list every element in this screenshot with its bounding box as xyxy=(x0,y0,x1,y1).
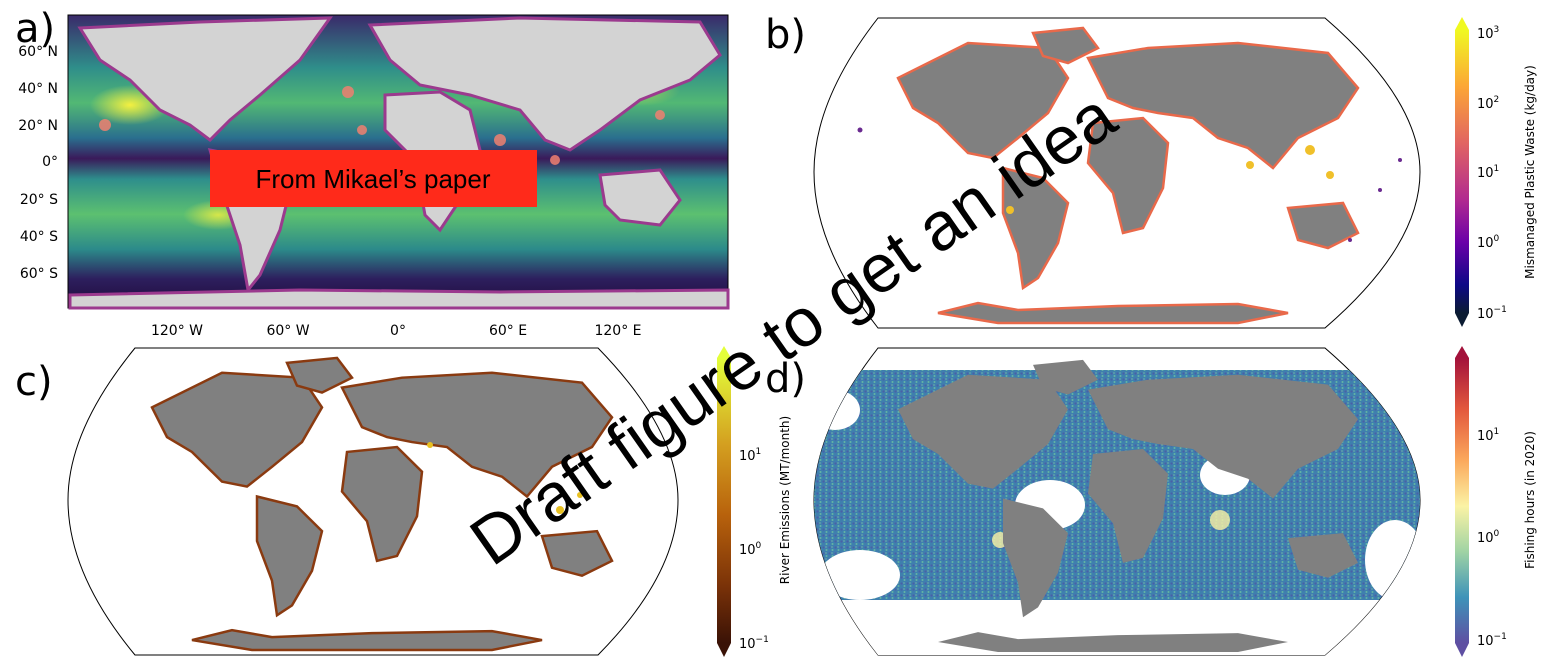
colorbar-d-tick: 10−1 xyxy=(1477,632,1507,649)
panel-d-data xyxy=(814,359,1420,655)
colorbar-c-tick: 100 xyxy=(739,541,762,558)
panel-c-letter: c) xyxy=(15,359,53,405)
colorbar-b-label: Mismanaged Plastic Waste (kg/day) xyxy=(1523,65,1537,279)
lat-tick: 20° N xyxy=(18,118,58,134)
colorbar-b: 103 102 101 100 10−1 Mismanaged Plastic … xyxy=(1455,17,1537,327)
panel-d-letter: d) xyxy=(765,356,806,402)
panel-a-overlay-box xyxy=(210,150,537,207)
lat-tick: 60° N xyxy=(18,44,58,60)
panel-c-land xyxy=(150,356,614,652)
panel-b-letter: b) xyxy=(765,12,806,58)
lon-tick: 60° W xyxy=(266,323,309,339)
panel-b: b) 103 102 101 100 10−1 Mismanaged Plast… xyxy=(765,12,1537,329)
colorbar-c-tick: 10−1 xyxy=(739,635,769,652)
lon-tick: 120° E xyxy=(594,323,641,339)
colorbar-c: 101 100 10−1 River Emissions (MT/month) xyxy=(717,346,792,657)
panel-a-overlay-text: From Mikael’s paper xyxy=(255,164,490,194)
lat-tick: 40° N xyxy=(18,81,58,97)
colorbar-b-tick: 101 xyxy=(1477,164,1499,181)
panel-a-letter: a) xyxy=(15,6,55,52)
colorbar-d-label: Fishing hours (in 2020) xyxy=(1523,431,1537,569)
colorbar-c-tick: 101 xyxy=(739,447,761,464)
colorbar-d: 101 100 10−1 Fishing hours (in 2020) xyxy=(1455,346,1537,657)
colorbar-c-label: River Emissions (MT/month) xyxy=(778,416,792,584)
lat-tick: 60° S xyxy=(20,266,58,282)
lat-tick: 0° xyxy=(42,154,58,170)
panel-a: From Mikael’s paper a) 60° N 40° N 20° N… xyxy=(15,6,730,339)
panel-b-land xyxy=(857,26,1402,325)
panel-d: d) 101 100 10−1 Fishing hours (in 2020) xyxy=(765,346,1537,657)
lat-tick: 20° S xyxy=(20,192,58,208)
panel-a-lon-axis: 120° W 60° W 0° 60° E 120° E xyxy=(151,323,642,339)
colorbar-b-tick: 102 xyxy=(1477,95,1499,112)
colorbar-b-tick: 103 xyxy=(1477,25,1499,42)
lon-tick: 120° W xyxy=(151,323,203,339)
panel-a-lat-axis: 60° N 40° N 20° N 0° 20° S 40° S 60° S xyxy=(18,44,58,282)
lon-tick: 0° xyxy=(390,323,406,339)
panel-c: c) 101 100 10−1 River Emissions (MT/mont… xyxy=(15,346,792,657)
colorbar-d-tick: 100 xyxy=(1477,529,1500,546)
colorbar-b-tick: 10−1 xyxy=(1477,305,1507,322)
lat-tick: 40° S xyxy=(20,229,58,245)
lon-tick: 60° E xyxy=(489,323,527,339)
colorbar-b-tick: 100 xyxy=(1477,234,1500,251)
colorbar-d-tick: 101 xyxy=(1477,427,1499,444)
